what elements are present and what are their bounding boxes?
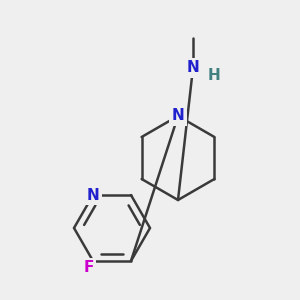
Text: F: F [84, 260, 94, 275]
Text: H: H [208, 68, 220, 82]
Text: N: N [172, 109, 184, 124]
Text: N: N [187, 61, 200, 76]
Text: N: N [87, 188, 99, 202]
